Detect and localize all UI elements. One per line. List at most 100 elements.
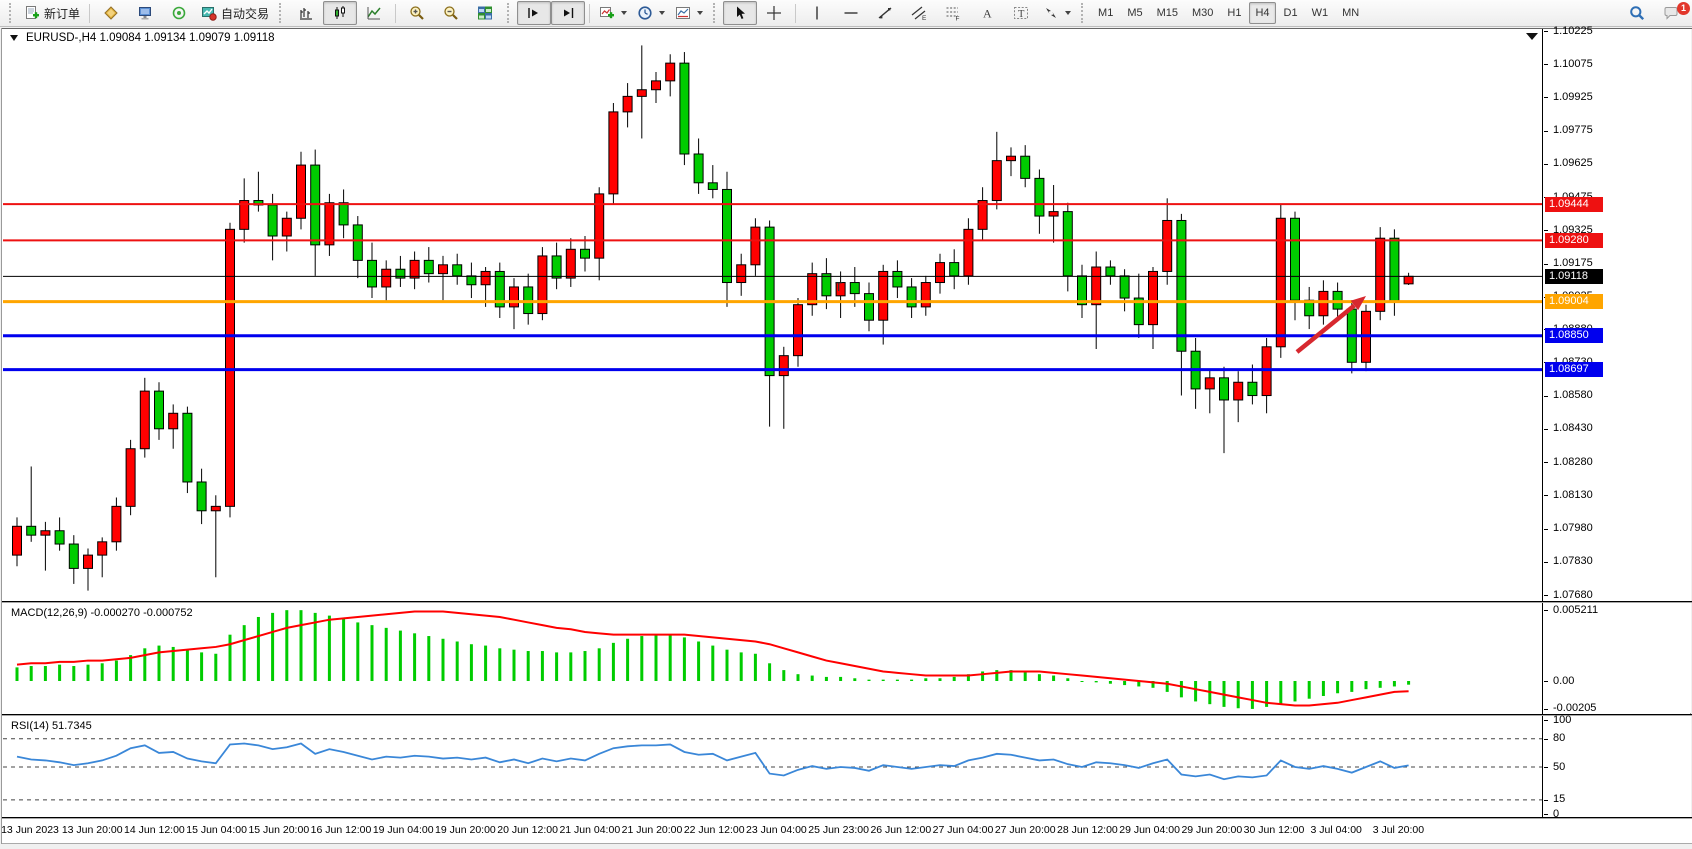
macd-histogram-bar — [185, 649, 189, 681]
separator — [589, 3, 591, 23]
metaeditor-button[interactable] — [128, 1, 162, 25]
timeframe-button-M5[interactable]: M5 — [1127, 7, 1143, 19]
candle — [154, 382, 164, 440]
macd-histogram-bar — [86, 664, 90, 681]
notifications-button[interactable]: 1 — [1654, 1, 1690, 25]
macd-histogram-bar — [398, 630, 402, 681]
macd-signal-line — [16, 610, 1409, 707]
candle — [1375, 227, 1386, 321]
crosshair-icon — [767, 6, 782, 20]
horizontal-line-button[interactable] — [834, 1, 868, 25]
line-chart-button[interactable] — [357, 1, 391, 25]
rsi-panel-canvas[interactable] — [3, 716, 1542, 817]
auto-scroll-button[interactable] — [517, 1, 552, 25]
macd-histogram-bar — [1179, 681, 1183, 698]
price-tick-mark — [1544, 528, 1548, 530]
macd-histogram-bar — [526, 651, 530, 681]
candle — [906, 278, 917, 318]
price-tick-mark — [1544, 230, 1548, 232]
tile-windows-icon — [478, 6, 493, 20]
candle — [1233, 371, 1244, 423]
chart-shift-button[interactable] — [551, 1, 586, 25]
dropdown-caret-icon — [621, 11, 628, 15]
panel-separator[interactable] — [2, 601, 1692, 602]
macd-histogram-bar — [597, 648, 601, 681]
timeframe-button-MN[interactable]: MN — [1342, 7, 1360, 19]
toolbar-grip[interactable] — [279, 3, 284, 23]
chart-bottom-border — [2, 843, 1692, 844]
autoscale-marker-icon[interactable] — [1526, 33, 1538, 40]
search-button[interactable] — [1620, 1, 1654, 25]
macd-name: MACD(12,26,9) — [11, 607, 88, 619]
macd-histogram-bar — [1165, 681, 1169, 692]
signals-button[interactable] — [162, 1, 196, 25]
arrows-icon — [1046, 8, 1057, 18]
time-axis-label: 3 Jul 20:00 — [1372, 824, 1425, 836]
macd-histogram-bar — [327, 615, 331, 681]
arrows-button[interactable] — [1038, 1, 1076, 25]
cursor-button[interactable] — [723, 1, 758, 25]
text-anchor-marker[interactable]: T — [835, 280, 843, 294]
price-tick-label: 1.09625 — [1553, 157, 1593, 170]
toolbar-grip[interactable] — [713, 3, 718, 23]
time-axis-label: 23 Jun 04:00 — [746, 824, 807, 836]
macd-panel-canvas[interactable] — [3, 603, 1542, 713]
toolbar-grip[interactable] — [9, 3, 14, 23]
text-button[interactable]: A — [970, 1, 1004, 25]
price-tick-label: 1.08280 — [1553, 455, 1593, 468]
trendline-button[interactable] — [868, 1, 902, 25]
zoom-out-button[interactable] — [434, 1, 468, 25]
main-chart-canvas[interactable]: T — [3, 29, 1542, 601]
tile-windows-button[interactable] — [468, 1, 502, 25]
equidistant-channel-button[interactable]: E — [902, 1, 936, 25]
chart-profile-button[interactable] — [94, 1, 128, 25]
time-axis-label: 14 Jun 12:00 — [124, 824, 185, 836]
macd-histogram-bar — [256, 616, 260, 681]
price-badge-1.08697: 1.08697 — [1545, 362, 1603, 378]
price-axis[interactable]: 1.10225 1.10075 1.09925 1.09775 1.09625 1.094… — [1544, 25, 1691, 601]
indicators-button[interactable] — [594, 1, 632, 25]
macd-histogram-bar — [441, 638, 445, 681]
templates-button[interactable] — [670, 1, 708, 25]
bar-chart-button[interactable] — [289, 1, 323, 25]
candle — [594, 187, 605, 281]
fibonacci-button[interactable]: F — [936, 1, 970, 25]
toolbar-grip[interactable] — [507, 3, 512, 23]
candlestick-chart-icon — [335, 6, 346, 19]
macd-histogram-bar — [995, 670, 999, 681]
time-axis[interactable]: 13 Jun 2023 13 Jun 20:00 14 Jun 12:00 15 Ju… — [1, 819, 1692, 843]
candlestick-chart-button[interactable] — [323, 1, 358, 25]
one-click-trading-icon[interactable] — [10, 35, 18, 41]
macd-histogram-bar — [1037, 674, 1041, 681]
candle — [991, 131, 1002, 210]
macd-histogram-bar — [1364, 681, 1368, 690]
candle — [949, 249, 960, 290]
trend-arrow-annotation[interactable] — [1295, 296, 1366, 354]
macd-histogram-bar — [29, 666, 33, 681]
macd-histogram-bar — [1321, 681, 1325, 696]
text-label-button[interactable]: T — [1004, 1, 1038, 25]
crosshair-button[interactable] — [757, 1, 791, 25]
new-order-button[interactable]: 新订单 — [19, 1, 85, 25]
macd-histogram-bar — [1194, 681, 1198, 702]
candle — [83, 548, 93, 591]
timeframe-button-M15[interactable]: M15 — [1156, 7, 1178, 19]
dropdown-caret-icon — [659, 11, 666, 15]
timeframe-button-D1[interactable]: D1 — [1283, 7, 1298, 19]
timeframe-button-W1[interactable]: W1 — [1311, 7, 1329, 19]
toolbar-grip[interactable] — [1081, 3, 1086, 23]
timeframe-button-M30[interactable]: M30 — [1192, 7, 1214, 19]
price-tick-label: 1.07680 — [1553, 588, 1593, 601]
zoom-in-button[interactable] — [400, 1, 434, 25]
periods-button[interactable] — [632, 1, 670, 25]
indicators-icon — [600, 7, 615, 19]
panel-separator[interactable] — [2, 714, 1692, 715]
timeframe-button-H1[interactable]: H1 — [1227, 7, 1242, 19]
macd-histogram-bar — [1293, 681, 1297, 702]
candle — [1105, 260, 1116, 285]
timeframe-button-H4[interactable]: H4 — [1249, 2, 1276, 24]
autotrading-button[interactable]: 自动交易 — [196, 1, 274, 25]
vertical-line-button[interactable] — [800, 1, 834, 25]
time-axis-label: 28 Jun 12:00 — [1057, 824, 1118, 836]
timeframe-button-M1[interactable]: M1 — [1098, 7, 1114, 19]
